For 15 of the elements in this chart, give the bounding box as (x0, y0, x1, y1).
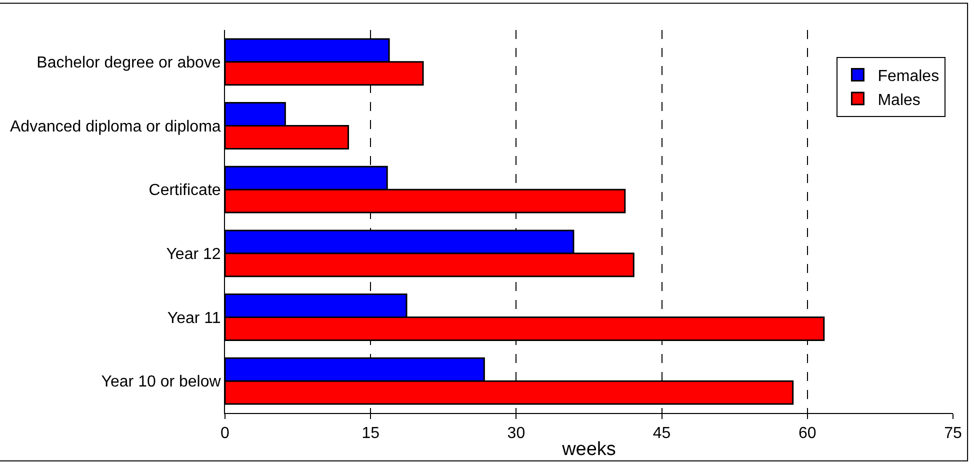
y-tick-label: Advanced diploma or diploma (10, 118, 221, 136)
y-tick-label: Bachelor degree or above (36, 54, 221, 72)
x-tick-label: 15 (362, 425, 380, 442)
x-tick-label: 45 (652, 425, 671, 442)
x-tick-label: 75 (944, 425, 962, 442)
x-tick-label: 0 (220, 425, 230, 442)
x-axis-title: weeks (561, 439, 616, 460)
y-tick-label: Year 11 (167, 310, 221, 327)
y-tick-label: Year 12 (166, 246, 221, 264)
x-tick-label: 60 (798, 425, 816, 442)
y-tick-label: Certificate (148, 182, 221, 200)
legend-label: Females (878, 68, 940, 85)
x-tick-label: 30 (507, 425, 526, 442)
y-tick-label: Year 10 or below (101, 374, 222, 391)
legend-label: Males (878, 92, 920, 109)
